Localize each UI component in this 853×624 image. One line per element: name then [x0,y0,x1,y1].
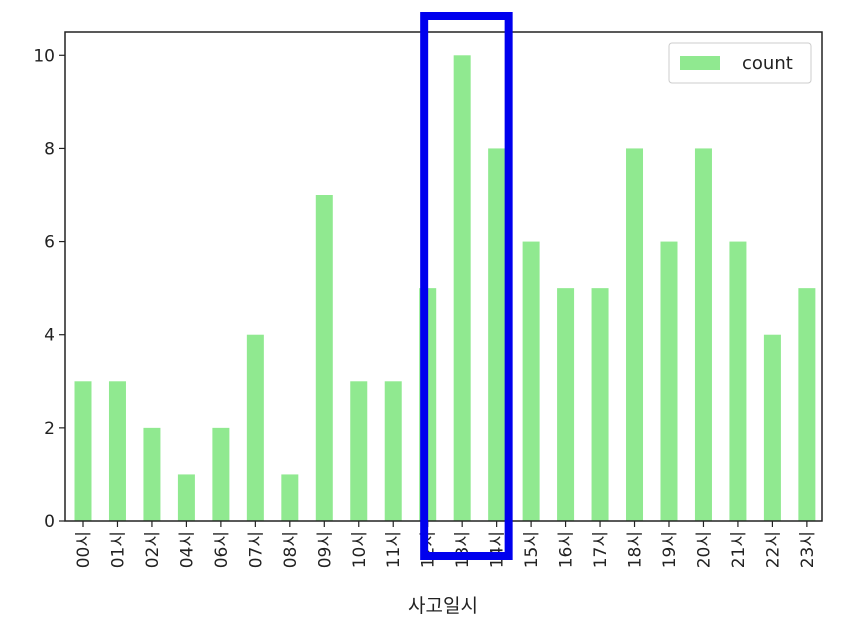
x-tick-label: 02시 [143,531,163,568]
bar-19시 [660,241,678,522]
bar-16시 [557,288,575,521]
bar-09시 [315,195,333,521]
x-tick-label: 19시 [660,531,680,568]
bar-17시 [591,288,609,521]
plot-frame [64,31,823,522]
bar-11시 [384,381,402,521]
bar-06시 [212,427,230,521]
bar-07시 [246,334,264,521]
bar-23시 [798,288,816,521]
x-tick-label: 21시 [729,531,749,568]
highlight-box [420,12,513,560]
bar-10시 [350,381,368,521]
x-tick-label: 22시 [763,531,783,568]
x-tick-label: 07시 [246,531,266,568]
x-tick-label: 15시 [522,531,542,568]
bar-15시 [522,241,540,522]
x-tick-label: 17시 [591,531,611,568]
x-tick-label: 16시 [557,531,577,568]
bar-14시 [488,148,506,521]
legend-label: count [742,53,793,74]
x-tick-label: 10시 [350,531,370,568]
bar-21시 [729,241,747,522]
x-tick-label: 06시 [212,531,232,568]
y-tick-label: 6 [44,233,55,253]
bar-18시 [626,148,644,521]
x-tick-label: 08시 [281,531,301,568]
bar-13시 [453,55,471,522]
x-tick-label: 13시 [453,531,473,568]
y-tick-label: 8 [44,139,55,159]
y-tick-label: 0 [44,512,55,532]
bar-02시 [143,427,161,521]
x-axis: 00시 01시 02시 04시 06시 07시 08시 09시 10시 11시 12시 13시 14시 1… [74,521,818,568]
x-tick-label: 18시 [626,531,646,568]
bar-00시 [74,381,92,521]
legend-box [668,42,812,84]
legend: count [668,42,812,84]
x-tick-label: 20시 [694,531,714,568]
x-tick-label: 14시 [488,531,508,568]
x-tick-label: 23시 [798,531,818,568]
x-tick-label: 04시 [177,531,197,568]
bar-04시 [177,474,195,521]
bar-22시 [763,334,781,521]
x-tick-label: 11시 [384,531,404,568]
x-axis-label: 사고일시 [408,595,478,617]
bars-group [74,55,816,522]
x-tick-label: 01시 [108,531,128,568]
y-axis: 0 2 4 6 8 10 [33,46,65,532]
bar-20시 [694,148,712,521]
bar-08시 [281,474,299,521]
y-tick-label: 4 [44,326,55,346]
x-tick-label: 00시 [74,531,94,568]
y-tick-label: 2 [44,419,55,439]
x-tick-label: 09시 [315,531,335,568]
bar-01시 [108,381,126,521]
legend-swatch [680,56,720,70]
y-tick-label: 10 [33,46,55,66]
